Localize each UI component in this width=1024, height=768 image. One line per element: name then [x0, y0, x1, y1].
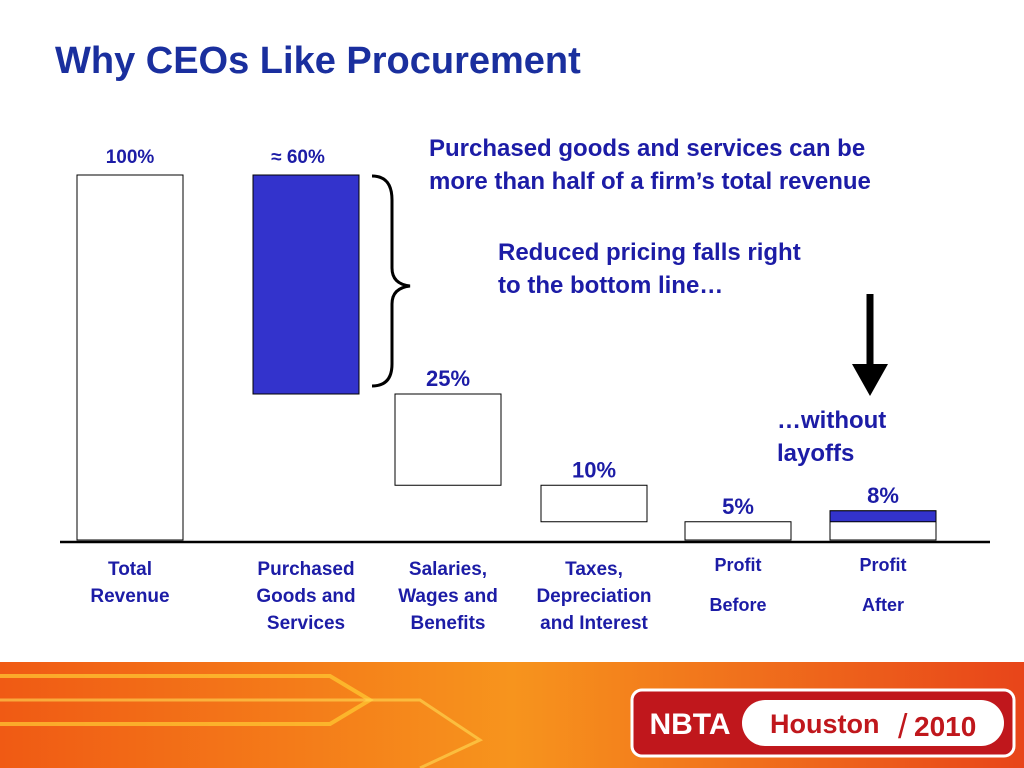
value-label: 5% [722, 494, 754, 519]
logo-text: / [898, 708, 908, 746]
category-label: Salaries, Wages and Benefits [398, 559, 498, 634]
brace [371, 174, 411, 388]
bar [252, 174, 360, 395]
category-label: Purchased Goods and Services [256, 559, 356, 634]
category-label: Total Revenue [90, 559, 170, 607]
category-label: Profit After [859, 555, 907, 615]
gain-bar [829, 510, 937, 523]
bar [76, 174, 184, 541]
arrow-head [852, 364, 888, 396]
logo-pill [742, 700, 1004, 746]
annotation: Purchased goods and services can be more… [429, 135, 871, 195]
category-label: Taxes, Depreciation and Interest [536, 559, 652, 634]
category-label: Profit Before [709, 555, 767, 615]
value-label: 10% [572, 457, 616, 482]
annotation: Reduced pricing falls right to the botto… [498, 239, 801, 299]
bar [394, 393, 502, 486]
value-label: 100% [106, 147, 155, 168]
bar [684, 521, 792, 541]
value-label: 25% [426, 366, 470, 391]
value-label: 8% [867, 483, 899, 508]
footer-chevron [0, 698, 484, 768]
value-label: ≈ 60% [271, 147, 325, 168]
logo-text: NBTA [649, 708, 730, 741]
logo-text: Houston [770, 709, 879, 739]
annotation: …without layoffs [777, 407, 887, 467]
chart-title: Why CEOs Like Procurement [55, 40, 581, 82]
logo-text: 2010 [914, 711, 976, 742]
bar [540, 484, 648, 523]
